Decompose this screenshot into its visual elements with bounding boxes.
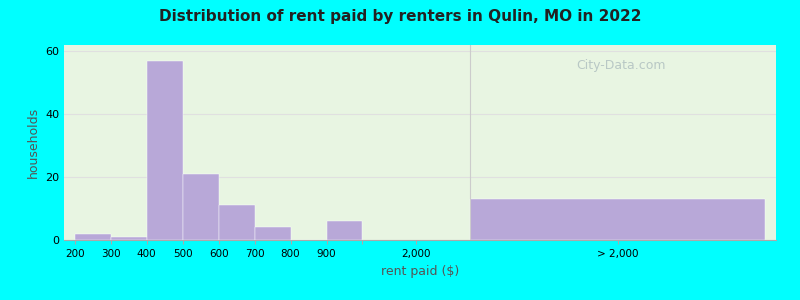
Bar: [470, 199, 766, 240]
Text: City-Data.com: City-Data.com: [577, 58, 666, 72]
X-axis label: rent paid ($): rent paid ($): [381, 265, 459, 278]
Bar: [74, 234, 110, 240]
Bar: [218, 206, 254, 240]
Bar: [146, 61, 182, 240]
Y-axis label: households: households: [26, 107, 39, 178]
Bar: [254, 227, 290, 240]
Bar: [182, 174, 218, 240]
Bar: [110, 237, 146, 240]
Bar: [326, 221, 362, 240]
Text: Distribution of rent paid by renters in Qulin, MO in 2022: Distribution of rent paid by renters in …: [158, 9, 642, 24]
